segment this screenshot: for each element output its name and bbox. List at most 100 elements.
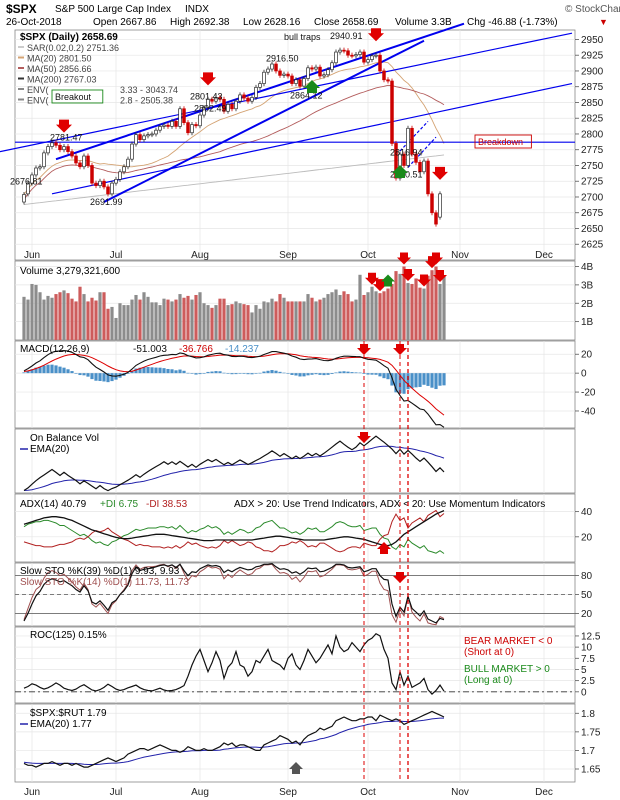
candle-body [54,142,58,146]
x-axis-label-top: Nov [451,250,469,261]
volume-bar [198,292,202,340]
obv-arrow-down-icon [357,432,371,443]
header-close: Close 2658.69 [314,17,379,28]
candle-body [250,97,254,102]
candle-body [74,155,78,164]
volume-bar [302,301,306,340]
candle-body [358,51,362,55]
macd-histogram-bar [410,373,414,389]
header-date: 26-Oct-2018 [6,17,62,28]
volume-arrow-down-icon [365,272,379,285]
candle-body [430,193,434,214]
volume-bar [142,292,146,340]
candle-body [390,80,394,144]
macd-histogram-bar [90,373,94,380]
panels: 2625 2650 2675 2700 2725 2750 2775 2800 2825 2850… [0,22,604,798]
price-panel: 2625 2650 2675 2700 2725 2750 2775 2800 2825 2850… [0,22,604,261]
macd-histogram-bar [442,373,446,386]
candle-body [122,166,126,173]
macd-histogram-bar [194,373,198,375]
macd-panel-title: MACD(12,26,9) [20,344,89,355]
candle-body [226,104,230,112]
volume-bar [398,273,402,340]
price-legend-entry: SAR(0.02,0.2) 2751.36 [27,43,119,53]
volume-bar [90,297,94,340]
macd-histogram-bar [58,366,62,374]
macd-histogram-bar [162,368,166,374]
macd-histogram-bar [374,373,378,375]
candle-body [174,121,178,127]
roc-note: (Long at 0) [464,675,512,686]
candle-body [90,165,94,184]
adx-panel-title: ADX(14) 40.79 [20,499,87,510]
candle-body [30,174,34,184]
adx-y-tick-label: 20 [581,532,593,543]
candle-body [206,98,210,108]
candle-body [138,134,142,140]
macd-histogram-bar [334,372,338,374]
macd-histogram-bar [338,371,342,374]
candle-body [274,63,278,72]
macd-histogram-bar [206,371,210,374]
candle-body [34,167,38,176]
volume-bar [42,299,46,340]
watermark: © StockCharts.com [565,4,620,15]
price-y-tick-label: 2750 [581,161,604,172]
stoch-y-tick-label: 80 [581,571,593,582]
macd-histogram-bar [258,372,262,374]
ratio-y-tick-label: 1.7 [581,746,595,757]
macd-y-tick-label: -20 [581,388,596,399]
candle-body [42,152,46,168]
volume-bar [358,274,362,340]
volume-bar [130,299,134,340]
macd-histogram-bar [418,373,422,387]
candle-body [158,126,162,131]
candle-body [278,70,282,76]
candle-body [354,54,358,57]
macd-histogram-bar [346,371,350,374]
candle-body [318,66,322,77]
header: $SPX S&P 500 Large Cap Index INDX © Stoc… [6,2,620,28]
candle-body [234,100,238,110]
price-y-tick-label: 2625 [581,240,604,251]
x-axis-label-top: Oct [360,250,376,261]
volume-arrow-down-icon [373,279,387,292]
candle-body [262,71,266,84]
candle-body [386,79,390,82]
macd-histogram-bar [94,373,98,381]
candle-body [370,55,374,60]
stoch-panel-title-2: Slow STO %K(14) %D(1) 11.73, 11.73 [20,577,189,588]
index-name: S&P 500 Large Cap Index [55,4,171,15]
candle-body [374,54,378,57]
stoch-y-tick-label: 50 [581,590,593,601]
price-y-tick-label: 2725 [581,177,604,188]
candle-body [46,146,50,154]
roc-y-tick-label: 10 [581,643,593,654]
volume-bar [46,295,50,340]
candle-body [110,182,114,195]
candle-body [22,194,26,203]
macd-histogram-bar [322,373,326,376]
candle-body [102,180,106,188]
macd-histogram-bar [430,373,434,388]
price-annotation-label: Breakdown [478,137,523,147]
price-frame [14,29,576,261]
price-y-tick-label: 2775 [581,145,604,156]
volume-bar [62,290,66,340]
volume-bar [270,298,274,340]
volume-bar [306,294,310,340]
volume-bar [70,298,74,340]
macd-y-tick-label: -40 [581,406,596,417]
plus-di-line [23,519,445,554]
candle-body [38,166,42,169]
macd-histogram-bar [282,372,286,374]
candle-body [382,70,386,81]
price-y-tick-label: 2950 [581,35,604,46]
volume-y-tick-label: 3B [581,280,594,291]
macd-histogram-bar [66,369,70,374]
macd-histogram-bar [222,372,226,374]
roc-note: (Short at 0) [464,647,514,658]
long-support-trendline [51,82,573,195]
